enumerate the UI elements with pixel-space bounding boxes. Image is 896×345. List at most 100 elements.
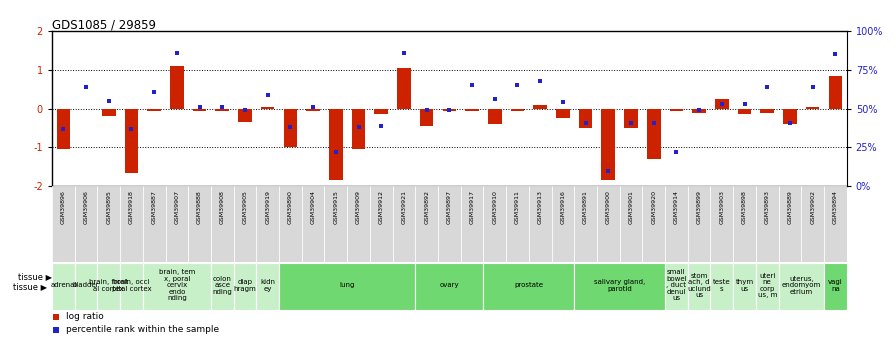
Bar [142,263,211,309]
Text: GSM39891: GSM39891 [583,190,588,224]
Text: vagi
na: vagi na [828,279,843,292]
Text: GSM39890: GSM39890 [288,190,293,224]
Text: tissue ▶: tissue ▶ [18,272,52,281]
Text: GSM39887: GSM39887 [151,190,157,224]
Bar [756,263,779,309]
Bar [824,186,847,262]
Bar [529,186,552,262]
Bar [120,263,142,309]
Bar [56,109,70,149]
Text: GSM39917: GSM39917 [470,190,475,224]
Bar [824,263,847,309]
Text: GSM39918: GSM39918 [129,190,134,224]
Text: brain, occi
pital cortex: brain, occi pital cortex [112,279,151,292]
Text: GSM39895: GSM39895 [107,190,111,224]
Text: GSM39907: GSM39907 [175,190,179,224]
Bar [98,186,120,262]
Text: GSM39893: GSM39893 [765,190,770,224]
Bar [484,186,506,262]
Bar [215,109,229,111]
Text: brain, tem
x, poral
cervix
endo
nding: brain, tem x, poral cervix endo nding [159,269,195,302]
Bar [283,109,297,147]
Bar [352,109,366,149]
Text: log ratio: log ratio [66,312,104,321]
Text: GSM39900: GSM39900 [606,190,611,224]
Bar [211,186,234,262]
Bar [392,186,415,262]
Text: GSM39903: GSM39903 [719,190,724,224]
Text: GSM39901: GSM39901 [628,190,633,224]
Text: GSM39921: GSM39921 [401,190,407,224]
Text: stom
ach, d
uclund
us: stom ach, d uclund us [687,273,711,298]
Text: GSM39912: GSM39912 [379,190,383,224]
Text: GSM39914: GSM39914 [674,190,679,224]
Text: colon
asce
nding: colon asce nding [212,276,232,295]
Bar [579,109,592,128]
Bar [234,186,256,262]
Bar [125,109,138,173]
Bar [779,186,801,262]
Bar [506,186,529,262]
Text: GSM39896: GSM39896 [61,190,65,224]
Bar [761,109,774,112]
Bar [234,263,256,309]
Bar [98,263,120,309]
Bar [166,186,188,262]
Text: small
bowel
, duct
denul
us: small bowel , duct denul us [666,269,686,302]
Bar [102,109,116,117]
Bar [279,186,302,262]
Text: GSM39892: GSM39892 [424,190,429,224]
Bar [347,186,370,262]
Bar [574,186,597,262]
Bar [52,186,74,262]
Text: adrenal: adrenal [50,283,76,288]
Bar [256,186,279,262]
Bar [665,263,688,309]
Bar [256,263,279,309]
Text: GDS1085 / 29859: GDS1085 / 29859 [52,18,156,31]
Bar [74,263,98,309]
Text: GSM39888: GSM39888 [197,190,202,224]
Text: uteri
ne
corp
us, m: uteri ne corp us, m [757,273,777,298]
Bar [647,109,660,159]
Bar [74,186,98,262]
Bar [669,109,684,111]
Bar [783,109,797,124]
Text: kidn
ey: kidn ey [260,279,275,292]
Bar [552,186,574,262]
Bar [170,66,184,109]
Bar [779,263,824,309]
Bar [737,109,752,115]
Bar [443,109,456,111]
Text: brain, front
al cortex: brain, front al cortex [89,279,128,292]
Text: salivary gland,
parotid: salivary gland, parotid [594,279,645,292]
Text: ovary: ovary [440,283,459,288]
Bar [461,186,484,262]
Bar [715,99,728,109]
Bar [147,109,161,111]
Bar [625,109,638,128]
Bar [211,263,234,309]
Text: GSM39913: GSM39913 [538,190,543,224]
Bar [665,186,688,262]
Bar [142,186,166,262]
Text: percentile rank within the sample: percentile rank within the sample [66,325,220,334]
Bar [733,186,756,262]
Bar [620,186,642,262]
Bar [279,263,415,309]
Bar [370,186,392,262]
Bar [642,186,665,262]
Bar [488,109,502,124]
Bar [465,109,478,111]
Bar [52,263,74,309]
Text: GSM39905: GSM39905 [243,190,247,224]
Text: GSM39904: GSM39904 [311,190,315,224]
Text: GSM39911: GSM39911 [515,190,520,224]
Bar [688,263,711,309]
Bar [261,107,274,109]
Bar [597,186,620,262]
Text: uterus,
endomyom
etrium: uterus, endomyom etrium [781,276,821,295]
Bar [711,186,733,262]
Bar [733,263,756,309]
Bar [829,76,842,109]
